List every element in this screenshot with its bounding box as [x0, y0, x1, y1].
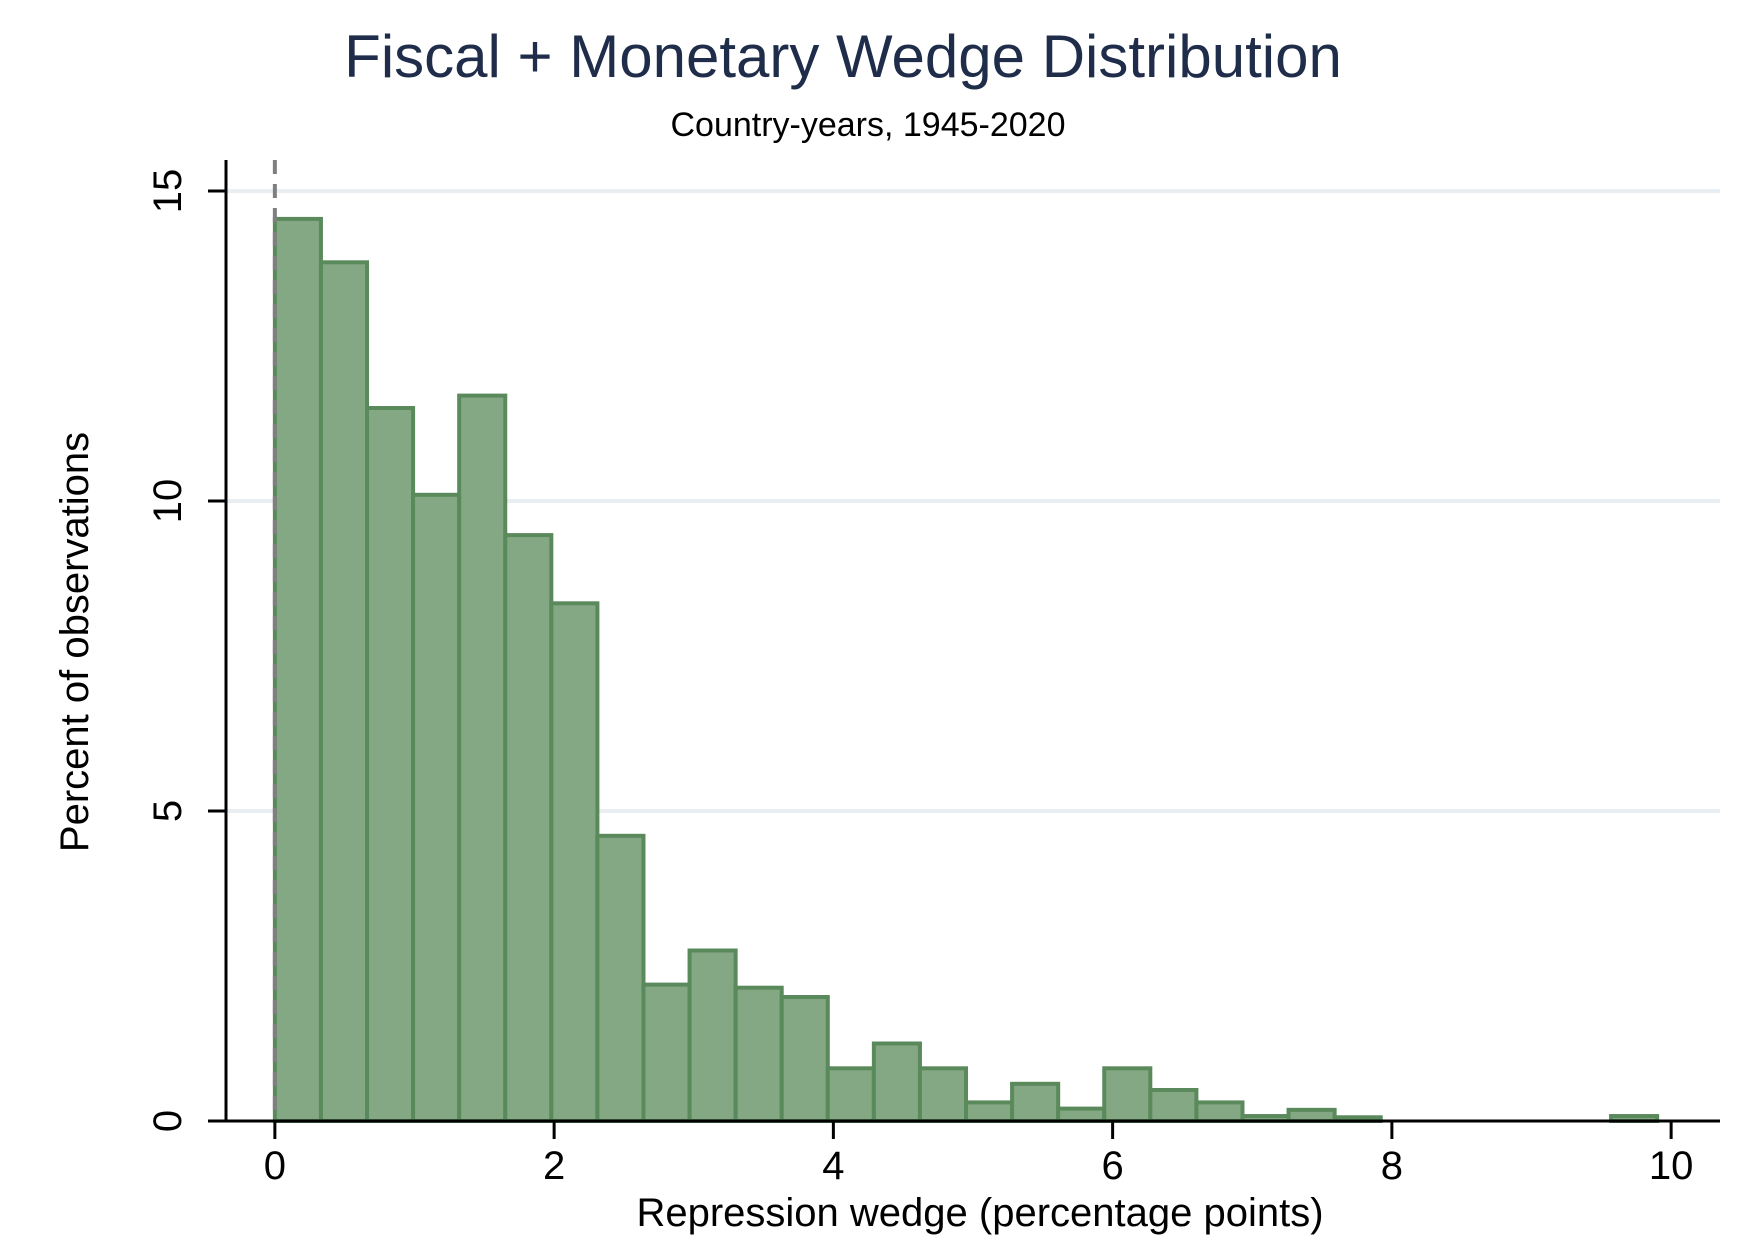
x-tick-label-2: 2 — [543, 1144, 565, 1188]
x-tick-label-8: 8 — [1381, 1144, 1403, 1188]
chart-title: Fiscal + Monetary Wedge Distribution — [344, 23, 1342, 90]
histogram-bar-0 — [272, 216, 323, 1123]
histogram-bar-22 — [1286, 1107, 1337, 1123]
histogram-bar-17 — [1056, 1106, 1107, 1123]
histogram-bar-12 — [825, 1066, 876, 1124]
y-tick-label-15: 15 — [146, 169, 190, 214]
histogram-bar-6 — [549, 601, 600, 1123]
histogram-bar-14 — [917, 1066, 969, 1124]
histogram-bar-19 — [1148, 1088, 1199, 1123]
y-tick-label-0: 0 — [146, 1110, 190, 1132]
histogram-bar-9 — [687, 948, 738, 1123]
histogram-bar-2 — [365, 406, 416, 1123]
histogram-bar-5 — [503, 533, 554, 1123]
y-axis-label: Percent of observations — [53, 432, 97, 852]
histogram-bar-16 — [1010, 1081, 1061, 1124]
y-tick-label-10: 10 — [146, 479, 190, 524]
tick-labels: 0 2 4 6 8 10 0 5 10 15 — [146, 169, 1693, 1188]
x-tick-label-4: 4 — [822, 1144, 844, 1188]
histogram-bar-7 — [595, 833, 646, 1123]
x-tick-label-0: 0 — [264, 1144, 286, 1188]
histogram-bar-10 — [733, 985, 784, 1124]
histogram-bars — [272, 216, 1660, 1124]
x-tick-label-10: 10 — [1649, 1144, 1694, 1188]
axes — [208, 160, 1720, 1139]
chart-subtitle: Country-years, 1945-2020 — [670, 106, 1065, 144]
histogram-bar-11 — [779, 995, 830, 1123]
x-axis-label: Repression wedge (percentage points) — [636, 1191, 1323, 1235]
histogram-bar-13 — [871, 1041, 922, 1123]
histogram-bar-18 — [1102, 1066, 1153, 1124]
y-tick-label-5: 5 — [146, 800, 190, 822]
histogram-bar-3 — [411, 492, 462, 1123]
histogram-bar-8 — [641, 982, 692, 1123]
histogram-bar-15 — [964, 1100, 1015, 1124]
x-tick-label-6: 6 — [1102, 1144, 1124, 1188]
histogram-bar-4 — [457, 393, 508, 1124]
histogram-bar-1 — [318, 260, 370, 1123]
histogram-bar-20 — [1194, 1100, 1245, 1124]
